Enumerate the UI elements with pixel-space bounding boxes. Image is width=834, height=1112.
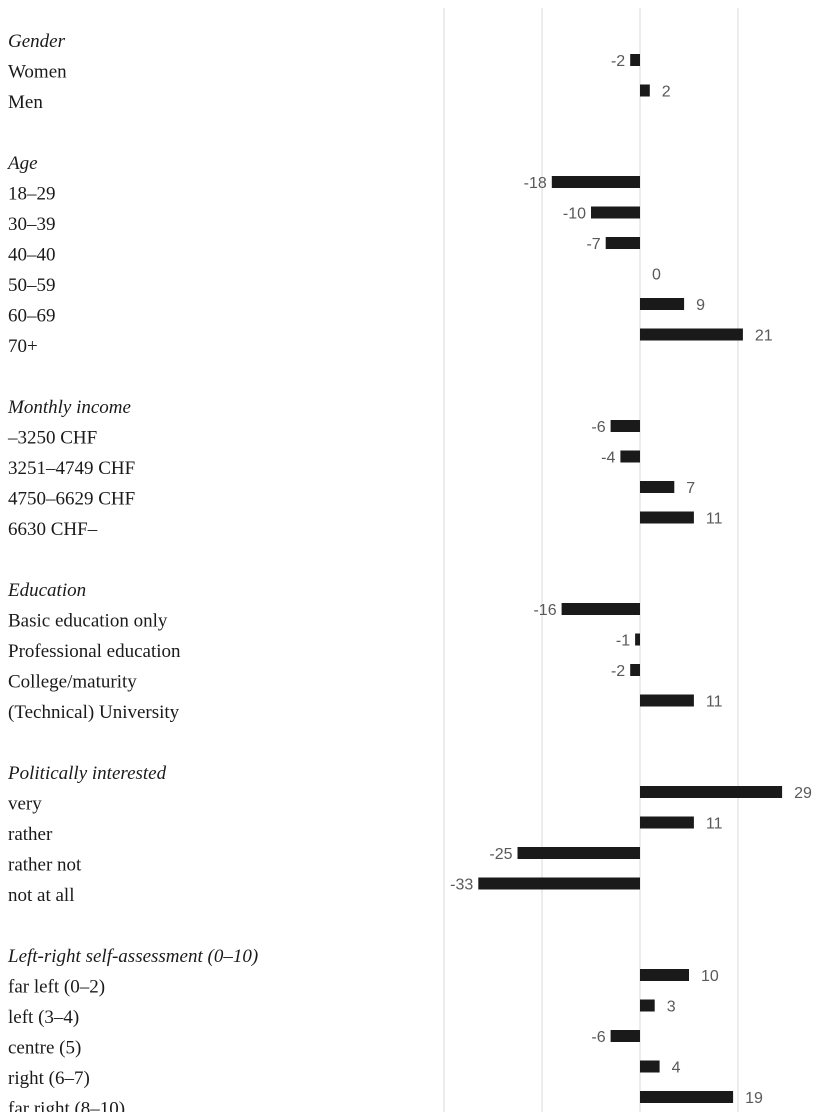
row-label: right (6–7) bbox=[8, 1068, 90, 1089]
value-label: 29 bbox=[794, 785, 812, 802]
value-label: 19 bbox=[745, 1090, 763, 1107]
value-label: -10 bbox=[563, 206, 586, 223]
group-label: Politically interested bbox=[7, 763, 167, 784]
bars bbox=[478, 54, 783, 1103]
row-label: Professional education bbox=[8, 641, 181, 662]
bar bbox=[561, 603, 640, 615]
value-label: 11 bbox=[706, 511, 723, 528]
bar bbox=[551, 176, 640, 188]
group-label: Gender bbox=[8, 31, 66, 52]
value-label: 2 bbox=[662, 84, 671, 101]
row-label: 18–29 bbox=[8, 184, 56, 205]
value-label: -2 bbox=[611, 53, 625, 70]
bar bbox=[591, 206, 640, 219]
bar bbox=[640, 816, 694, 829]
row-label: –3250 CHF bbox=[7, 428, 97, 449]
value-label: -16 bbox=[533, 602, 556, 619]
value-label: -18 bbox=[524, 175, 547, 192]
value-label: 10 bbox=[701, 968, 719, 985]
value-label: -6 bbox=[591, 419, 605, 436]
bar bbox=[640, 969, 689, 981]
bar bbox=[620, 450, 640, 463]
value-label: 11 bbox=[706, 816, 723, 833]
bar bbox=[635, 633, 640, 646]
bar bbox=[640, 786, 783, 798]
value-label: -6 bbox=[591, 1029, 605, 1046]
bar bbox=[610, 420, 640, 432]
value-label: 0 bbox=[652, 267, 661, 284]
value-label: -4 bbox=[601, 450, 615, 467]
row-label: 40–40 bbox=[8, 245, 56, 266]
grid-lines bbox=[443, 8, 739, 1112]
row-label: rather bbox=[8, 824, 53, 845]
row-label: (Technical) University bbox=[8, 702, 180, 723]
row-label: rather not bbox=[8, 855, 82, 876]
value-label: 4 bbox=[672, 1060, 681, 1077]
row-label: 70+ bbox=[8, 336, 38, 357]
bar bbox=[630, 54, 640, 66]
bar bbox=[640, 298, 685, 310]
bar bbox=[640, 1060, 660, 1073]
row-label: left (3–4) bbox=[8, 1007, 79, 1028]
row-label: College/maturity bbox=[8, 672, 137, 693]
bar bbox=[640, 694, 694, 707]
bar bbox=[640, 1091, 734, 1103]
value-labels: -2 2 -18 -10-7 0 9 21 -6 -4 7 11 -16 -1 -2 11 29 11 -25 -3… bbox=[450, 53, 812, 1107]
bar bbox=[640, 999, 655, 1012]
bar bbox=[610, 1030, 640, 1042]
bar bbox=[517, 847, 640, 859]
value-label: -2 bbox=[611, 663, 625, 680]
value-label: 11 bbox=[706, 694, 723, 711]
value-label: 3 bbox=[667, 999, 676, 1016]
bar bbox=[478, 877, 640, 890]
row-label: Men bbox=[8, 92, 43, 113]
row-label: very bbox=[8, 794, 42, 815]
value-label: -1 bbox=[616, 633, 630, 650]
row-label: far right (8–10) bbox=[8, 1099, 125, 1112]
value-label: -25 bbox=[489, 846, 512, 863]
value-label: -33 bbox=[450, 877, 473, 894]
bar bbox=[630, 664, 640, 676]
group-label: Left-right self-assessment (0–10) bbox=[7, 946, 258, 967]
row-label: Women bbox=[8, 62, 67, 83]
row-label: far left (0–2) bbox=[8, 977, 105, 998]
row-label: 6630 CHF– bbox=[8, 519, 98, 540]
row-label: 60–69 bbox=[8, 306, 56, 327]
row-label: Basic education only bbox=[8, 611, 168, 632]
row-labels: Gender Women Men Age 18–29 30–39 40–40 50–59 60–… bbox=[6, 31, 258, 1112]
group-label: Monthly income bbox=[7, 397, 131, 418]
row-label: centre (5) bbox=[8, 1038, 81, 1059]
value-label: 21 bbox=[755, 328, 773, 345]
value-label: -7 bbox=[586, 236, 600, 253]
bar bbox=[605, 237, 640, 249]
bar bbox=[640, 511, 694, 524]
value-label: 9 bbox=[696, 297, 705, 314]
group-label: Education bbox=[7, 580, 86, 601]
row-label: 4750–6629 CHF bbox=[8, 489, 135, 510]
row-label: not at all bbox=[8, 885, 74, 906]
bar bbox=[640, 84, 650, 97]
value-label: 7 bbox=[686, 480, 695, 497]
row-label: 30–39 bbox=[8, 214, 56, 235]
row-label: 50–59 bbox=[8, 275, 56, 296]
bar bbox=[640, 481, 675, 493]
group-label: Age bbox=[6, 153, 38, 174]
row-label: 3251–4749 CHF bbox=[8, 458, 135, 479]
bar bbox=[640, 328, 743, 341]
